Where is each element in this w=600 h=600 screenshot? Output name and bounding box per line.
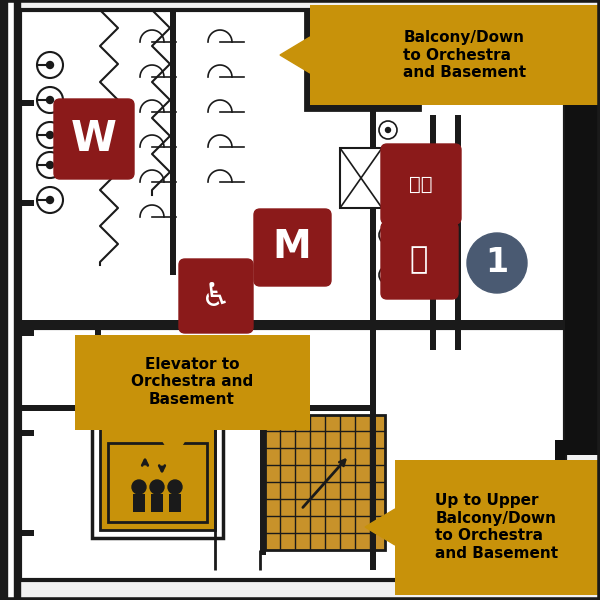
- Bar: [14, 200, 34, 206]
- Bar: [20, 405, 95, 411]
- Bar: [151, 494, 163, 512]
- Bar: [170, 10, 176, 275]
- Polygon shape: [365, 509, 395, 545]
- Circle shape: [379, 51, 397, 69]
- Text: 1: 1: [485, 247, 509, 280]
- Circle shape: [47, 61, 53, 68]
- Circle shape: [467, 233, 527, 293]
- Bar: [75, 335, 310, 430]
- Bar: [7, 0, 14, 600]
- Bar: [555, 440, 565, 465]
- Bar: [265, 415, 385, 550]
- FancyBboxPatch shape: [381, 222, 458, 299]
- Circle shape: [37, 187, 63, 213]
- Bar: [92, 407, 223, 538]
- Circle shape: [47, 131, 53, 139]
- Bar: [14, 530, 34, 536]
- Circle shape: [379, 121, 397, 139]
- Polygon shape: [156, 430, 192, 458]
- Circle shape: [386, 272, 391, 277]
- Bar: [20, 320, 155, 328]
- Bar: [370, 10, 376, 330]
- Bar: [133, 494, 145, 512]
- Circle shape: [386, 58, 391, 62]
- Bar: [14, 430, 34, 436]
- Bar: [108, 443, 207, 522]
- FancyBboxPatch shape: [381, 144, 461, 224]
- Bar: [14, 100, 34, 106]
- Bar: [260, 405, 375, 411]
- Bar: [305, 105, 420, 111]
- FancyBboxPatch shape: [54, 99, 134, 179]
- Circle shape: [47, 161, 53, 169]
- Bar: [455, 115, 461, 350]
- Text: 🍬🍦: 🍬🍦: [409, 175, 433, 193]
- Text: M: M: [272, 228, 311, 266]
- Polygon shape: [280, 37, 310, 73]
- Circle shape: [379, 191, 397, 209]
- Bar: [215, 405, 265, 411]
- Bar: [305, 10, 420, 110]
- FancyBboxPatch shape: [179, 259, 253, 333]
- Text: Balcony/Down
to Orchestra
and Basement: Balcony/Down to Orchestra and Basement: [403, 30, 527, 80]
- Bar: [20, 328, 565, 580]
- Bar: [340, 148, 382, 208]
- Bar: [20, 10, 565, 330]
- Bar: [395, 460, 600, 595]
- Bar: [260, 405, 266, 555]
- Circle shape: [386, 127, 391, 133]
- FancyBboxPatch shape: [254, 209, 331, 286]
- Bar: [565, 65, 600, 455]
- Circle shape: [168, 480, 182, 494]
- Text: Elevator to
Orchestra and
Basement: Elevator to Orchestra and Basement: [131, 357, 253, 407]
- Circle shape: [47, 97, 53, 103]
- Circle shape: [379, 156, 397, 174]
- Bar: [100, 415, 215, 530]
- Circle shape: [386, 163, 391, 167]
- Circle shape: [150, 480, 164, 494]
- Bar: [95, 328, 101, 428]
- Text: 🍸: 🍸: [410, 245, 428, 275]
- Bar: [169, 494, 181, 512]
- Bar: [14, 0, 20, 600]
- Circle shape: [37, 52, 63, 78]
- Circle shape: [37, 87, 63, 113]
- Bar: [14, 330, 34, 336]
- Circle shape: [379, 266, 397, 284]
- Bar: [215, 405, 265, 411]
- Circle shape: [37, 152, 63, 178]
- Bar: [20, 320, 565, 328]
- Circle shape: [386, 197, 391, 202]
- Text: ♿: ♿: [201, 280, 231, 313]
- Circle shape: [132, 480, 146, 494]
- Circle shape: [386, 92, 391, 97]
- Text: Up to Upper
Balcony/Down
to Orchestra
and Basement: Up to Upper Balcony/Down to Orchestra an…: [436, 493, 559, 560]
- Text: W: W: [71, 118, 117, 160]
- Circle shape: [47, 196, 53, 203]
- Circle shape: [379, 86, 397, 104]
- Circle shape: [386, 232, 391, 238]
- Bar: [370, 328, 376, 570]
- Circle shape: [37, 122, 63, 148]
- Circle shape: [379, 226, 397, 244]
- Bar: [430, 115, 436, 350]
- Bar: [215, 320, 565, 328]
- Bar: [0, 0, 7, 600]
- Bar: [310, 5, 600, 105]
- Bar: [305, 10, 311, 110]
